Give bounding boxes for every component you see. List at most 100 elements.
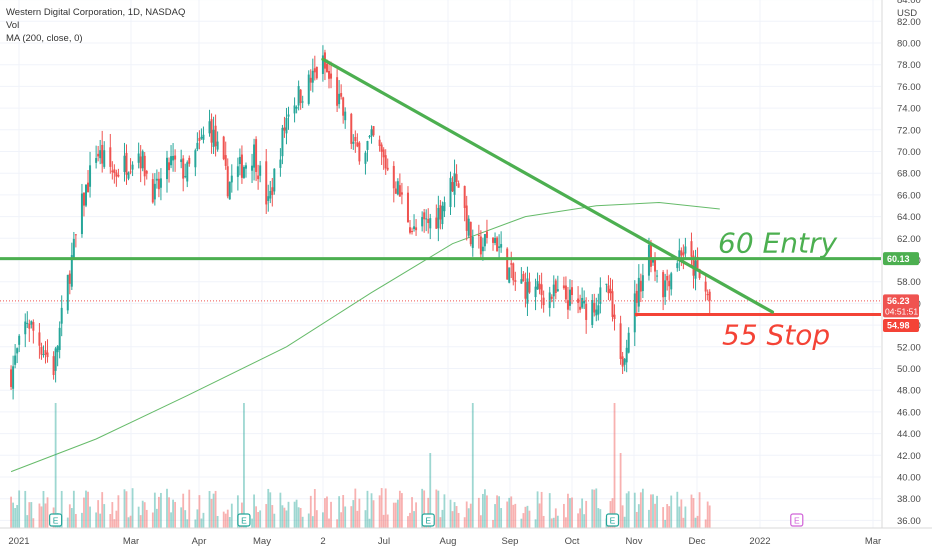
volume-bar <box>423 490 426 528</box>
volume-bar <box>552 517 555 528</box>
volume-bar <box>581 498 584 528</box>
candle-body <box>194 150 197 168</box>
candle-body <box>479 236 482 255</box>
candle-body <box>80 193 83 235</box>
trend-line[interactable] <box>321 57 775 314</box>
volume-bar <box>706 501 709 528</box>
earnings-letter: E <box>610 516 616 526</box>
candle-body <box>54 348 57 371</box>
candle-body <box>627 332 630 353</box>
candle-body <box>429 218 432 229</box>
volume-bar <box>619 453 622 528</box>
candle-body <box>451 182 454 192</box>
price-tick-label: 72.00 <box>897 125 921 136</box>
volume-bar <box>160 492 162 528</box>
volume-bar <box>496 495 498 528</box>
volume-bar <box>579 508 581 528</box>
candle-body <box>269 191 272 199</box>
volume-bar <box>690 494 693 528</box>
volume-bar <box>520 518 523 528</box>
candle-body <box>111 170 114 173</box>
candle-body <box>467 218 470 236</box>
candle-body <box>409 227 411 233</box>
candle-body <box>581 297 584 308</box>
candle-body <box>188 157 191 164</box>
volume-bar <box>202 512 205 528</box>
candle-body <box>72 238 75 260</box>
candle-body <box>186 162 189 182</box>
volume-bar <box>409 512 411 528</box>
candle-body <box>70 255 73 287</box>
candle-body <box>492 237 495 243</box>
earnings-letter: E <box>794 516 800 526</box>
volume-bar <box>12 502 14 528</box>
volume-bar <box>484 489 486 528</box>
candle-body <box>571 287 573 296</box>
candle-body <box>394 188 397 194</box>
price-axis[interactable]: 36.00 38.00 40.00 42.00 44.00 46.00 48.00 50.00… <box>897 0 921 527</box>
volume-bar <box>113 519 116 528</box>
price-tick-label: 74.00 <box>897 104 921 115</box>
volume-bar <box>500 508 503 528</box>
candle-body <box>95 158 98 163</box>
candle-body <box>398 185 401 197</box>
time-axis[interactable]: 2021 Mar Apr May 2 Jul Aug Sep Oct Nov Dec 2022 Mar <box>8 536 881 547</box>
candle-body <box>538 283 541 290</box>
volume-bar <box>421 488 424 528</box>
candle-body <box>599 287 602 304</box>
candle-body <box>494 237 497 244</box>
candle-body <box>174 155 177 160</box>
candle-body <box>56 346 59 353</box>
volume-bar <box>467 508 470 528</box>
volume-bar <box>330 501 332 528</box>
volume-bar <box>115 510 118 528</box>
volume-bar <box>477 497 480 528</box>
volume-bar <box>194 519 197 528</box>
earnings-badge <box>237 513 251 527</box>
candle-body <box>18 335 21 345</box>
candle-body <box>182 158 185 179</box>
time-tick-label: Oct <box>565 536 580 547</box>
volume-bar <box>522 513 525 528</box>
volume-bar <box>494 504 496 528</box>
volume-bar <box>214 490 217 528</box>
candle-body <box>471 236 474 248</box>
volume-bar <box>301 516 304 528</box>
time-tick-label: Jul <box>378 536 390 547</box>
candle-body <box>510 263 513 265</box>
price-tick-label: 76.00 <box>897 82 921 93</box>
candle-body <box>656 275 659 277</box>
candle-body <box>212 129 215 147</box>
candle-body <box>101 144 104 164</box>
candle-body <box>313 68 316 73</box>
price-tick-label: 44.00 <box>897 429 921 440</box>
candle-body <box>384 155 387 169</box>
candle-body <box>639 280 642 292</box>
candle-body <box>46 352 49 358</box>
time-tick-label: Apr <box>192 536 207 547</box>
volume-bar <box>350 506 353 528</box>
volume-bar <box>368 518 371 528</box>
volume-bar <box>200 518 203 528</box>
candle-body <box>528 281 531 293</box>
moving-average-200 <box>10 201 720 473</box>
volume-bar <box>415 502 417 528</box>
candle-body <box>649 244 652 267</box>
price-tick-label: 82.00 <box>897 17 921 28</box>
volume-bar <box>670 495 673 528</box>
candle-body <box>457 183 460 188</box>
candle-body <box>32 322 35 331</box>
candle-body <box>670 273 673 290</box>
candle-body <box>257 175 260 180</box>
time-tick-label: 2022 <box>749 536 770 547</box>
candle-body <box>145 170 148 174</box>
candle-body <box>26 323 29 325</box>
volume-bar <box>97 500 100 528</box>
volume-bar <box>145 509 148 528</box>
volume-bar <box>283 507 286 528</box>
price-tick-label: 48.00 <box>897 386 921 397</box>
candle-body <box>654 258 657 272</box>
volume-bar <box>251 518 253 528</box>
volume-bar <box>139 515 142 528</box>
